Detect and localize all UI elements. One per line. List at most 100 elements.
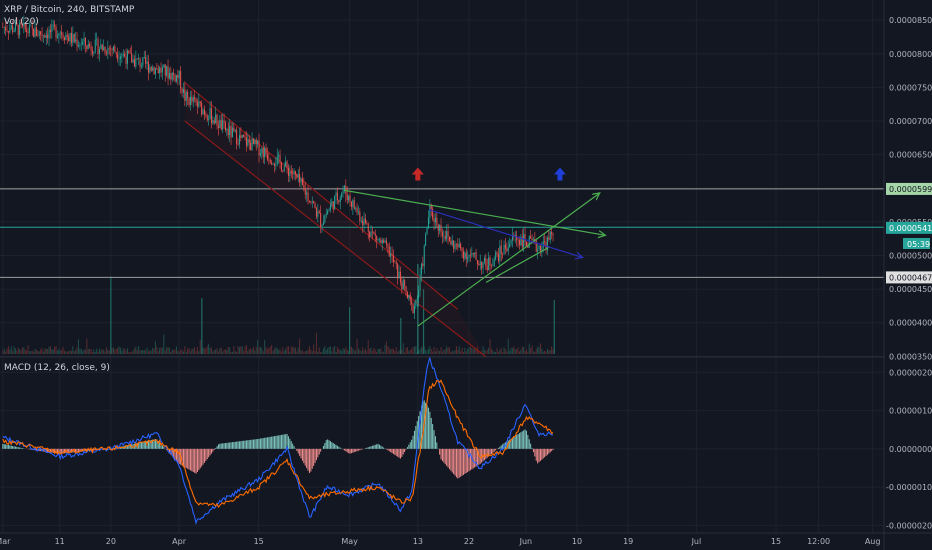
volume-bar — [390, 349, 392, 354]
candle-body — [42, 35, 44, 37]
red-up-arrow-icon[interactable] — [411, 167, 424, 181]
candle-body — [479, 262, 481, 266]
volume-bar — [541, 348, 543, 354]
volume-bar — [255, 347, 257, 354]
candle-body — [112, 46, 114, 51]
candle-body — [520, 236, 522, 246]
volume-bar — [241, 346, 243, 354]
candle-body — [150, 67, 152, 71]
macd-histogram-bar — [532, 448, 534, 453]
macd-histogram-bar — [16, 446, 18, 449]
macd-histogram-bar — [360, 448, 362, 450]
macd-histogram-bar — [17, 447, 19, 449]
candle-body — [203, 109, 205, 115]
macd-histogram-bar — [527, 435, 529, 449]
volume-bar — [30, 351, 32, 354]
time-tick-label: 15 — [254, 537, 264, 546]
volume-bar — [321, 351, 323, 354]
horizontal-levels[interactable] — [0, 188, 884, 278]
candle-body — [250, 142, 252, 151]
candle-body — [94, 39, 96, 53]
macd-histogram-bar — [157, 440, 159, 449]
volume-bar — [173, 349, 175, 354]
volume-bar — [142, 350, 144, 354]
candle-body — [392, 255, 394, 262]
channel-line-upper[interactable] — [184, 82, 459, 310]
volume-bar — [167, 347, 169, 354]
candle-body — [352, 200, 354, 208]
blue-trend-line[interactable] — [429, 209, 582, 258]
volume-bar — [292, 346, 294, 354]
macd-histogram-bar — [154, 439, 156, 449]
candle-body — [451, 240, 453, 245]
candle-body — [226, 128, 228, 131]
candle-body — [143, 57, 145, 58]
triangle-inner-line[interactable] — [485, 246, 549, 283]
triangle-resistance-line[interactable] — [343, 189, 606, 235]
macd-histogram-bar — [212, 448, 214, 452]
candle-body — [234, 129, 236, 131]
volume-bar — [520, 349, 522, 354]
volume-bar — [306, 350, 308, 354]
candle-body — [238, 135, 240, 145]
volume-bar — [26, 350, 28, 354]
volume-bar — [472, 348, 474, 354]
macd-histogram-bar — [497, 447, 499, 449]
volume-label[interactable]: Vol (20) — [4, 17, 39, 27]
symbol-title[interactable]: XRP / Bitcoin, 240, BITSTAMP — [4, 5, 135, 15]
trend-drawings[interactable] — [343, 189, 606, 327]
candle-body — [385, 240, 387, 245]
volume-bar — [48, 346, 50, 354]
candle-body — [84, 37, 86, 46]
volume-bar — [55, 346, 57, 354]
candle-body — [12, 25, 14, 33]
time-axis[interactable]: Mar 11 20 Apr 15 May 13 22 Jun 10 19 Jul 15 12:00 Aug — [0, 537, 880, 546]
descending-channel[interactable] — [184, 82, 487, 358]
macd-histogram-bar — [135, 443, 137, 449]
triangle-support-line[interactable] — [417, 193, 600, 327]
candle-body — [219, 119, 221, 128]
arrow-markers[interactable] — [411, 167, 566, 181]
volume-bar — [432, 351, 434, 354]
volume-bar — [280, 351, 282, 354]
candle-body — [336, 192, 338, 201]
macd-histogram-bar — [205, 448, 207, 461]
volume-bar — [362, 347, 364, 354]
volume-bar — [461, 347, 463, 354]
volume-bar — [215, 349, 217, 354]
volume-bar — [355, 350, 357, 354]
volume-bar — [497, 351, 499, 354]
volume-bar — [17, 347, 19, 354]
macd-histogram-bar — [465, 448, 467, 474]
candle-body — [37, 35, 39, 37]
macd-histogram-bar — [416, 421, 418, 449]
volume-bar — [381, 351, 383, 354]
macd-histogram-bar — [264, 437, 266, 449]
macd-histogram-bar — [262, 438, 264, 449]
candle-body — [87, 44, 89, 50]
macd-histogram-bar — [367, 447, 369, 449]
volume-bar — [170, 351, 172, 354]
candle-body — [483, 258, 485, 263]
volume-bar — [261, 348, 263, 354]
macd-histogram-bar — [356, 448, 358, 452]
volume-bar — [70, 350, 72, 354]
channel-line-lower[interactable] — [184, 120, 487, 358]
volume-bar — [208, 343, 210, 354]
volume-bar — [238, 346, 240, 354]
candle-body — [174, 74, 176, 82]
macd-histogram-bar — [213, 448, 215, 450]
candle-body — [376, 235, 378, 241]
candle-body — [105, 52, 107, 54]
macd-label[interactable]: MACD (12, 26, close, 9) — [4, 363, 110, 373]
candle-body — [136, 58, 138, 60]
macd-histogram-bar — [265, 437, 267, 449]
blue-up-arrow-icon[interactable] — [553, 167, 566, 181]
candle-body — [453, 240, 455, 249]
volume-bar — [189, 351, 191, 354]
volume-bar — [49, 346, 51, 354]
